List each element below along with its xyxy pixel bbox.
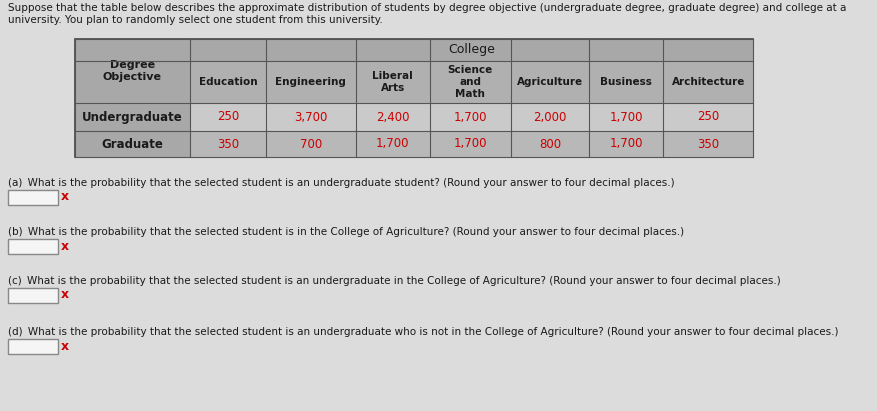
Bar xyxy=(266,103,355,131)
Text: Architecture: Architecture xyxy=(672,77,745,87)
Text: (b) What is the probability that the selected student is in the College of Agric: (b) What is the probability that the sel… xyxy=(8,227,684,237)
Text: (c) What is the probability that the selected student is an undergraduate in the: (c) What is the probability that the sel… xyxy=(8,276,781,286)
Text: 2,400: 2,400 xyxy=(376,111,410,123)
Bar xyxy=(355,61,430,103)
Text: 250: 250 xyxy=(217,111,239,123)
Text: Education: Education xyxy=(198,77,257,87)
Bar xyxy=(664,103,753,131)
Bar xyxy=(589,103,664,131)
Bar xyxy=(355,131,430,157)
Bar xyxy=(75,131,189,157)
Text: 250: 250 xyxy=(697,111,719,123)
Text: 700: 700 xyxy=(300,138,322,150)
Bar xyxy=(8,239,58,254)
Text: Science
and
Math: Science and Math xyxy=(447,65,493,99)
Bar xyxy=(266,131,355,157)
Text: 1,700: 1,700 xyxy=(610,138,643,150)
Text: Business: Business xyxy=(601,77,652,87)
Text: x: x xyxy=(61,339,69,353)
Bar xyxy=(510,61,589,103)
Bar xyxy=(589,61,664,103)
Bar xyxy=(510,103,589,131)
Bar xyxy=(430,103,510,131)
Bar xyxy=(189,39,753,61)
Bar xyxy=(189,103,266,131)
Text: 2,000: 2,000 xyxy=(533,111,567,123)
Text: 350: 350 xyxy=(697,138,719,150)
Text: Liberal
Arts: Liberal Arts xyxy=(373,71,413,93)
Text: 1,700: 1,700 xyxy=(453,111,487,123)
Bar xyxy=(75,39,189,103)
Text: 1,700: 1,700 xyxy=(376,138,410,150)
Text: Degree
Objective: Degree Objective xyxy=(103,60,162,82)
Bar xyxy=(8,190,58,205)
Bar xyxy=(664,131,753,157)
Bar xyxy=(510,131,589,157)
Bar xyxy=(355,103,430,131)
Text: 3,700: 3,700 xyxy=(294,111,327,123)
Text: 1,700: 1,700 xyxy=(453,138,487,150)
Text: Graduate: Graduate xyxy=(102,138,163,150)
Text: Agriculture: Agriculture xyxy=(517,77,583,87)
Text: 1,700: 1,700 xyxy=(610,111,643,123)
Bar xyxy=(589,131,664,157)
Bar xyxy=(189,61,266,103)
Text: x: x xyxy=(61,191,69,203)
Text: Engineering: Engineering xyxy=(275,77,346,87)
Text: Suppose that the table below describes the approximate distribution of students : Suppose that the table below describes t… xyxy=(8,3,846,13)
Text: (d) What is the probability that the selected student is an undergraduate who is: (d) What is the probability that the sel… xyxy=(8,327,838,337)
Bar xyxy=(430,131,510,157)
Text: x: x xyxy=(61,289,69,302)
Bar xyxy=(8,288,58,303)
Bar xyxy=(266,61,355,103)
Text: Undergraduate: Undergraduate xyxy=(82,111,182,123)
Bar xyxy=(189,131,266,157)
Bar xyxy=(664,61,753,103)
Bar xyxy=(75,103,189,131)
Text: 350: 350 xyxy=(217,138,239,150)
Text: (a) What is the probability that the selected student is an undergraduate studen: (a) What is the probability that the sel… xyxy=(8,178,674,188)
Text: 800: 800 xyxy=(538,138,561,150)
Text: university. You plan to randomly select one student from this university.: university. You plan to randomly select … xyxy=(8,15,382,25)
Bar xyxy=(430,61,510,103)
Text: x: x xyxy=(61,240,69,252)
Bar xyxy=(8,339,58,354)
Text: College: College xyxy=(448,44,495,56)
Bar xyxy=(75,39,753,157)
